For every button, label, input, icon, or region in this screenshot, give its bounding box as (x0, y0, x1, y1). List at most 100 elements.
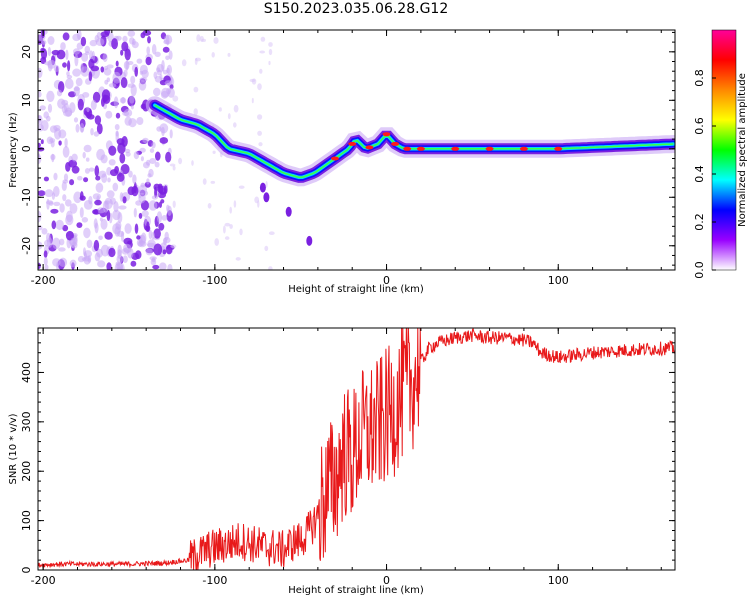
noise-blob (45, 200, 54, 205)
noise-blob (100, 218, 108, 230)
noise-blob (41, 40, 47, 45)
noise-blob (172, 200, 176, 208)
noise-blob (64, 138, 68, 148)
noise-blob (71, 165, 80, 174)
noise-blob (238, 185, 245, 189)
noise-blob (136, 117, 144, 125)
noise-blob (72, 68, 81, 77)
ridge-hotspot (365, 145, 374, 150)
noise-blob (87, 255, 92, 263)
noise-blob (268, 266, 273, 270)
noise-blob (199, 35, 204, 42)
spectrogram-y-tick-label: 0 (20, 145, 33, 152)
noise-blob (89, 50, 93, 61)
spectrogram-y-tick-label: 20 (20, 45, 33, 59)
noise-blob (223, 225, 226, 234)
noise-blob (38, 67, 43, 78)
noise-blob (144, 181, 151, 188)
spectrogram-y-tick-label: 10 (20, 93, 33, 107)
noise-blob (154, 161, 160, 168)
noise-blob (53, 201, 61, 207)
noise-blob (87, 114, 95, 120)
noise-blob (106, 262, 112, 270)
noise-blob (58, 247, 66, 252)
noise-blob (83, 227, 91, 239)
spectrogram-x-tick-label: 100 (548, 274, 569, 287)
noise-blob (38, 142, 41, 148)
noise-blob (52, 258, 61, 267)
noise-blob (212, 150, 216, 154)
noise-blob (155, 151, 161, 161)
noise-blob (145, 248, 153, 256)
noise-blob (195, 57, 201, 62)
noise-blob (145, 56, 152, 66)
noise-blob (268, 60, 271, 66)
noise-blob (94, 199, 102, 206)
noise-blob (82, 151, 86, 159)
noise-blob (142, 137, 149, 144)
snr-x-axis: -200 -100 0 100 (31, 328, 662, 587)
noise-blob (69, 203, 78, 214)
noise-blob (65, 230, 74, 241)
noise-blob (164, 231, 169, 241)
noise-blob (227, 52, 231, 57)
noise-blob (168, 50, 173, 60)
ridge-hotspot (331, 156, 339, 161)
snr-y-tick-label: 400 (20, 362, 33, 383)
noise-blob (229, 206, 232, 214)
noise-blob (193, 108, 198, 116)
noise-blob (62, 194, 67, 202)
noise-blob (151, 257, 156, 263)
noise-blob (149, 158, 157, 164)
noise-blob (83, 200, 93, 210)
noise-blob (69, 259, 77, 268)
noise-blob (149, 148, 155, 153)
noise-blob (100, 66, 105, 73)
noise-blob (62, 146, 70, 158)
noise-blob (40, 139, 44, 145)
snr-x-tick-label: 0 (383, 574, 390, 587)
noise-blob (191, 160, 194, 166)
noise-blob (154, 186, 158, 199)
noise-blob (153, 87, 161, 97)
noise-blob (43, 250, 48, 258)
noise-blob (138, 212, 143, 219)
noise-blob (101, 173, 108, 183)
noise-blob (151, 44, 157, 55)
noise-blob (46, 90, 55, 102)
noise-blob (62, 224, 69, 232)
noise-blob (71, 153, 78, 162)
noise-blob (88, 167, 95, 172)
noise-blob (58, 140, 62, 146)
noise-blob (163, 185, 168, 195)
noise-blob (207, 203, 212, 209)
spectrogram-x-tick-label: 0 (383, 274, 390, 287)
noise-blob (115, 35, 122, 41)
noise-blob (95, 182, 104, 193)
ridge-hotspot (485, 146, 494, 151)
noise-blob (62, 62, 67, 68)
noise-blob (259, 50, 266, 54)
noise-blob (172, 95, 179, 102)
noise-blob (55, 219, 64, 230)
noise-blob (75, 123, 80, 133)
noise-blob (128, 170, 133, 178)
noise-blob (146, 221, 150, 232)
noise-blob (93, 218, 98, 229)
noise-blob (114, 226, 121, 237)
noise-blob (90, 99, 97, 111)
noise-blob (153, 243, 163, 256)
noise-blob (86, 239, 93, 249)
noise-blob (151, 195, 158, 200)
noise-blob (263, 192, 270, 203)
noise-blob (118, 205, 127, 210)
noise-blob (257, 200, 260, 208)
noise-blob (251, 97, 254, 104)
noise-blob (257, 130, 262, 136)
noise-blob (114, 166, 119, 174)
noise-blob (82, 92, 90, 98)
noise-blob (162, 249, 167, 255)
spectrogram-y-tick-label: -20 (20, 237, 33, 255)
noise-blob (141, 210, 149, 217)
noise-blob (112, 209, 121, 221)
